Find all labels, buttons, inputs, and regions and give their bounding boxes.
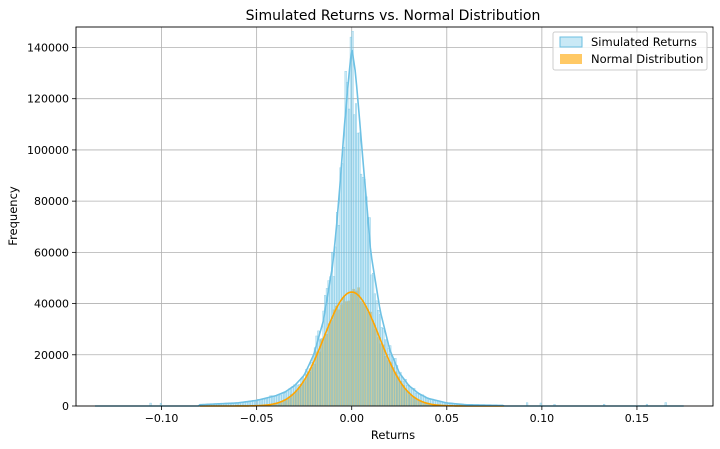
simulated-bar [303,378,306,407]
simulated-bar [358,132,361,407]
simulated-bar [382,328,385,407]
simulated-bar [372,273,375,407]
y-axis-label: Frequency [6,186,20,246]
simulated-bar [327,280,330,407]
simulated-bar [276,396,279,407]
legend-label-normal: Normal Distribution [591,52,703,66]
simulated-bar [385,339,388,407]
simulated-bar [356,132,359,407]
simulated-bar [428,399,431,407]
y-tick-label: 60000 [34,246,69,259]
simulated-bar [390,355,393,407]
simulated-bar [361,177,364,407]
simulated-bar [339,167,342,407]
x-tick-label: 0.10 [530,412,555,425]
simulated-bar [274,395,277,407]
simulated-bar [337,225,340,407]
simulated-bar [365,196,368,407]
simulated-bar [289,389,292,407]
simulated-bar [308,368,311,407]
simulated-bar [329,276,332,407]
y-tick-label: 40000 [34,298,69,311]
y-tick-label: 80000 [34,195,69,208]
simulated-bar [401,376,404,407]
simulated-bar [351,31,354,407]
simulated-bar [354,103,358,407]
legend-swatch-normal [560,54,582,64]
simulated-bar [281,392,284,407]
y-tick-label: 100000 [27,144,69,157]
legend: Simulated Returns Normal Distribution [552,31,708,71]
simulated-bar [341,163,344,407]
simulated-bar [295,383,298,407]
simulated-bar [375,300,378,407]
simulated-bar [377,310,380,407]
simulated-bar [293,384,296,407]
simulated-bar [396,365,399,407]
y-tick-label: 20000 [34,349,69,362]
simulated-bar [279,394,282,407]
simulated-bar [349,36,352,407]
simulated-bar [332,276,335,407]
simulated-bar [408,384,411,407]
simulated-bar [343,147,346,407]
legend-label-simulated: Simulated Returns [591,35,697,49]
simulated-bar [307,371,310,407]
y-tick-label: 140000 [27,41,69,54]
legend-box [552,31,708,71]
simulated-bar [402,380,405,407]
axes: −0.10 −0.05 0.00 0.05 0.10 0.15 0 20000 40000 600… [27,26,714,425]
simulated-bar [370,274,373,407]
simulated-bar [373,293,376,407]
x-axis-label: Returns [371,428,415,442]
x-tick-label: 0.05 [435,412,460,425]
grid [76,27,713,407]
chart-title: Simulated Returns vs. Normal Distributio… [246,8,541,24]
simulated-bar [378,314,381,407]
legend-swatch-simulated [559,36,583,48]
simulated-bar [363,179,366,407]
simulated-bar [409,387,412,407]
simulated-bar [320,338,323,407]
simulated-bar [353,114,356,407]
simulated-bar [360,173,363,407]
simulated-bar [380,327,383,407]
simulated-bar [392,358,395,407]
simulated-returns-bars [149,31,667,407]
simulated-bar [334,246,337,407]
plot-frame [75,26,714,407]
simulated-bar [291,386,294,407]
x-tick-label: −0.05 [240,412,274,425]
y-tick-label: 120000 [27,93,69,106]
simulated-bar [348,108,351,407]
y-tick-label: 0 [62,400,69,413]
simulated-bar [406,385,409,407]
x-tick-label: −0.10 [145,412,179,425]
simulated-bar [399,371,402,407]
x-tick-label: 0.00 [339,412,364,425]
x-tick-label: 0.15 [625,412,650,425]
simulated-bar [389,345,392,407]
simulated-bar [277,394,280,407]
simulated-bar [346,82,349,407]
